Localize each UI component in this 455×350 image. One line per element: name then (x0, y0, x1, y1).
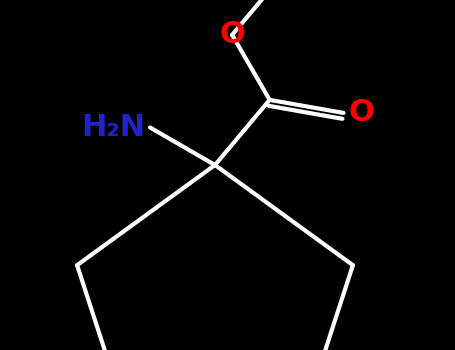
Text: H₂N: H₂N (81, 113, 145, 142)
Text: O: O (219, 20, 245, 49)
Text: O: O (349, 98, 374, 127)
